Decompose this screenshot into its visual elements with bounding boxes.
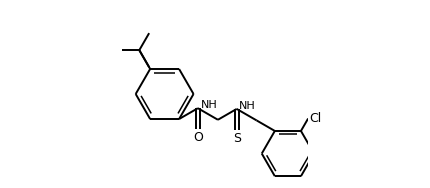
Text: Cl: Cl [310, 112, 322, 125]
Text: S: S [233, 132, 241, 145]
Text: NH: NH [200, 100, 217, 110]
Text: NH: NH [239, 101, 256, 111]
Text: O: O [193, 131, 203, 144]
